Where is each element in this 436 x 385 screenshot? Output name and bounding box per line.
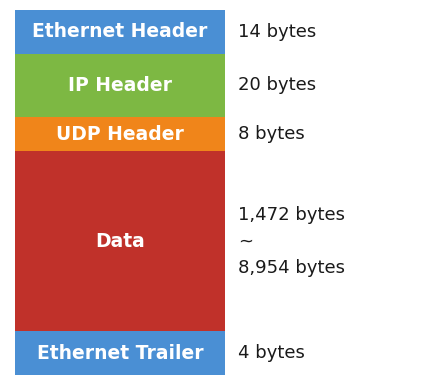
Bar: [15, 54, 225, 117]
Text: 1,472 bytes
~
8,954 bytes: 1,472 bytes ~ 8,954 bytes: [238, 206, 345, 276]
Text: 20 bytes: 20 bytes: [238, 77, 316, 94]
Text: Data: Data: [95, 232, 145, 251]
Text: 14 bytes: 14 bytes: [238, 23, 316, 41]
Bar: [15, 117, 225, 151]
Text: UDP Header: UDP Header: [56, 125, 184, 144]
Text: 8 bytes: 8 bytes: [238, 125, 305, 143]
Text: 4 bytes: 4 bytes: [238, 344, 305, 362]
Text: Ethernet Header: Ethernet Header: [32, 22, 208, 42]
Text: IP Header: IP Header: [68, 76, 172, 95]
Bar: [15, 151, 225, 331]
Bar: [15, 10, 225, 54]
Bar: [15, 331, 225, 375]
Text: Ethernet Trailer: Ethernet Trailer: [37, 343, 203, 363]
